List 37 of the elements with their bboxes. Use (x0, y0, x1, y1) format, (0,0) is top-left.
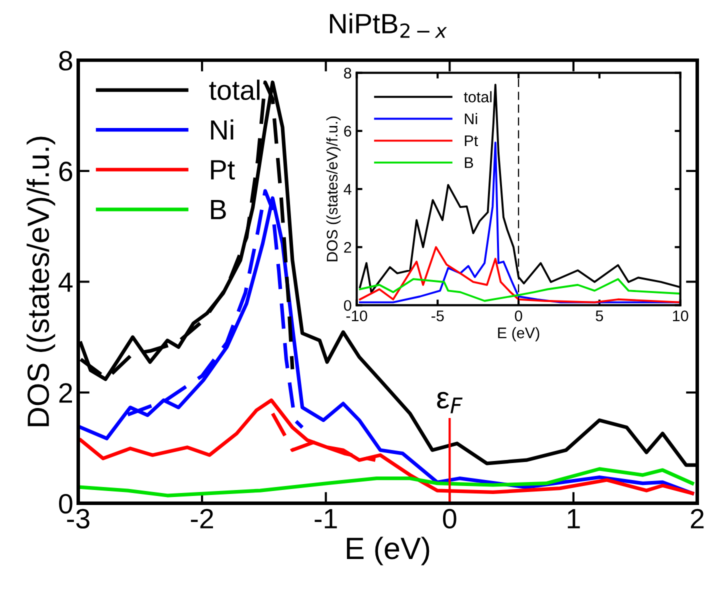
legend-label: Ni (211, 119, 234, 140)
x-axis-title: E (eV) (498, 327, 540, 342)
x-tick-label: -5 (432, 310, 444, 322)
legend-label: Pt (464, 136, 478, 146)
x-tick-label: 5 (596, 310, 604, 322)
x-tick-label: 0 (514, 310, 522, 322)
x-tick-label: 1 (568, 509, 580, 528)
legend-label: Pt (211, 160, 235, 180)
y-tick-label: 0 (344, 300, 352, 311)
legend-label: Ni (464, 113, 478, 124)
chart-title: NiPtB$_{2−x}$ (330, 13, 447, 38)
y-tick-label: 2 (344, 242, 352, 253)
legend-label: total (209, 80, 260, 100)
y-tick-label: 2 (59, 383, 72, 403)
y-tick-label: 8 (344, 68, 352, 79)
y-axis-title: DOS ((states/eV)/f.u.) (26, 136, 56, 426)
line-series (358, 246, 680, 304)
x-tick-label: -10 (346, 310, 368, 322)
y-tick-label: 4 (344, 184, 352, 195)
x-tick-label: 10 (672, 310, 688, 322)
y-axis-title: DOS ((states/eV)/f.u.) (326, 116, 341, 262)
line-series (78, 467, 694, 498)
y-tick-label: 4 (58, 272, 73, 292)
legend-label: B (464, 157, 474, 168)
x-tick-label: 0 (443, 508, 456, 529)
line-series (270, 412, 378, 462)
x-tick-label: 2 (690, 508, 704, 528)
x-axis-title: E (eV) (346, 536, 430, 566)
y-tick-label: 6 (59, 162, 72, 182)
x-tick-label: -2 (190, 508, 214, 528)
line-series (358, 278, 680, 302)
y-tick-label: 8 (59, 50, 72, 71)
legend-label: B (211, 200, 226, 220)
ref-line-label: ε$_{F}$ (437, 392, 463, 414)
y-tick-label: 6 (344, 126, 352, 137)
legend-label: total (464, 91, 492, 102)
x-tick-label: -1 (314, 509, 337, 528)
